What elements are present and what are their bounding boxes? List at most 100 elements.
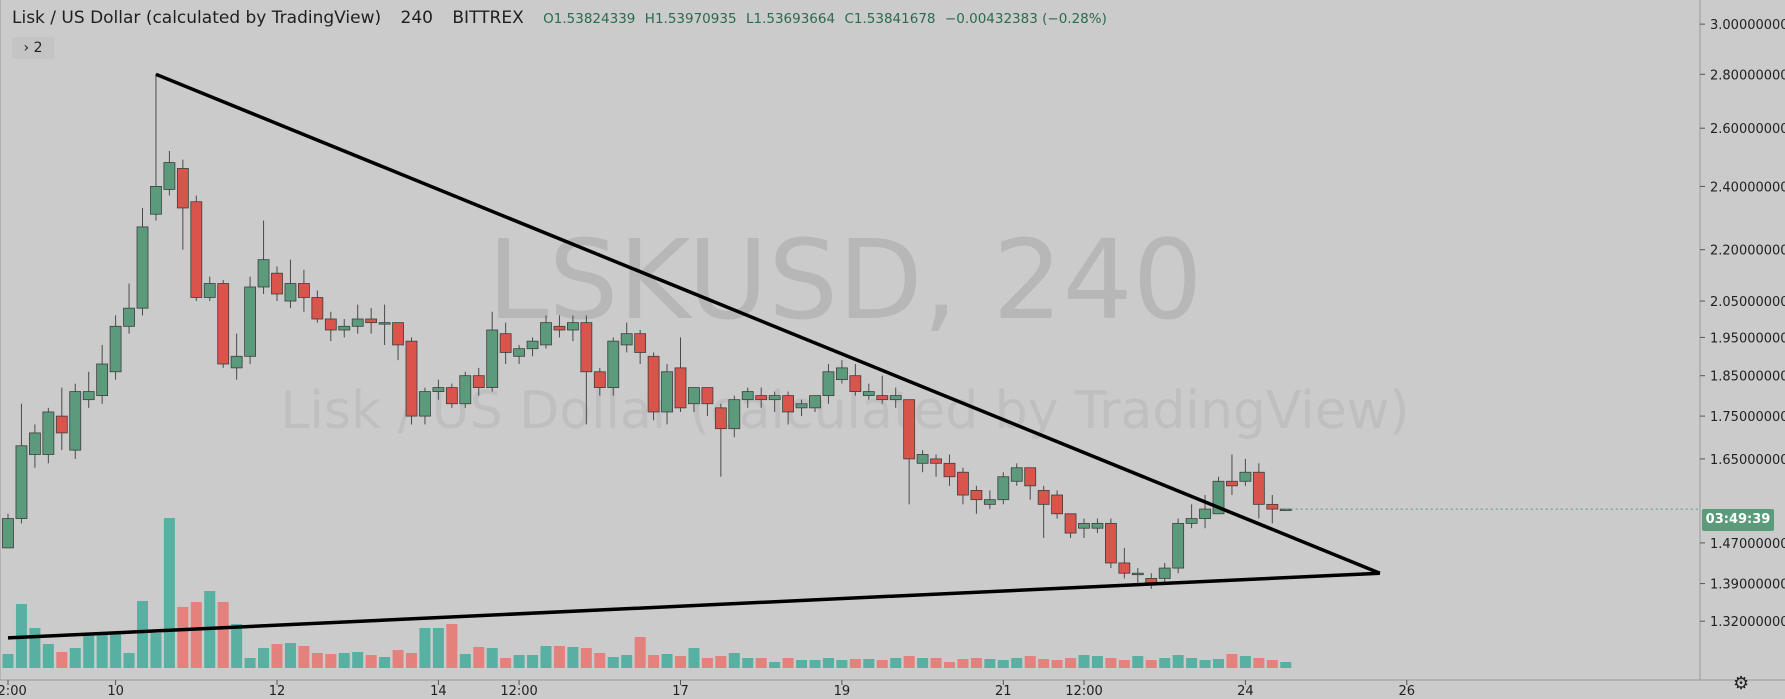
candle-body	[109, 325, 122, 373]
time-axis[interactable]: 12:00 10 12 14 12:00 17 19 21 12:00 24 26	[0, 680, 1415, 699]
trendline	[7, 571, 1380, 640]
candle-body	[943, 462, 956, 478]
candle-body	[28, 432, 41, 455]
volume-bar	[392, 650, 404, 668]
volume-bar	[1118, 660, 1130, 668]
volume-bar	[849, 659, 861, 668]
volume-bar	[258, 648, 270, 668]
price-tick-label: 2.60000000	[1710, 122, 1785, 137]
gear-icon[interactable]: ⚙	[1733, 673, 1750, 694]
time-tick-label: 12:00	[1065, 684, 1102, 699]
volume-bar	[513, 655, 525, 668]
volume-bar	[984, 659, 996, 668]
volume-bar	[244, 658, 256, 668]
volume-bar	[661, 654, 673, 668]
candle-body	[69, 391, 82, 451]
volume-bar	[406, 653, 417, 668]
candle-body	[365, 318, 378, 324]
volume-bar	[997, 660, 1009, 668]
volume-bar	[1226, 654, 1238, 668]
volume-bar	[56, 652, 68, 668]
volume-bar	[836, 660, 848, 668]
volume-bar	[863, 659, 875, 668]
candle-body	[472, 375, 485, 388]
volume-bar	[1213, 659, 1224, 668]
candle-body	[916, 454, 929, 464]
volume-bar	[432, 628, 444, 668]
candle-body	[1037, 490, 1050, 505]
indicators-toggle-button[interactable]: › 2	[12, 37, 54, 59]
volume-bar	[500, 658, 512, 668]
candle-body	[405, 340, 418, 417]
candle-body	[836, 367, 848, 381]
candle-body	[997, 476, 1010, 501]
time-tick-label: 17	[672, 684, 689, 699]
candle-body	[1105, 522, 1117, 564]
volume-bar	[1186, 658, 1198, 668]
price-axis[interactable]: 3.00000000 2.80000000 2.60000000 2.40000000…	[0, 0, 1785, 681]
candle-body	[634, 333, 647, 353]
volume-bar	[486, 648, 498, 668]
candle-body	[553, 325, 566, 331]
volume-bar	[1280, 662, 1292, 668]
candle-body	[1239, 471, 1252, 482]
price-tick-label: 2.80000000	[1710, 68, 1785, 83]
candle-body	[809, 395, 821, 409]
volume-bar	[890, 658, 902, 668]
candle-body	[983, 499, 996, 505]
volume-bar	[903, 656, 915, 668]
candle-body	[1131, 572, 1144, 576]
candle-body	[1199, 508, 1211, 519]
volume-bar	[42, 644, 54, 668]
volume-bar	[473, 647, 485, 668]
trendlines[interactable]	[7, 72, 1700, 640]
candle-body	[822, 371, 835, 397]
candle-body	[217, 283, 230, 365]
change-value: −0.00432383 (−0.28%)	[944, 11, 1107, 27]
candle-body	[176, 168, 189, 209]
candle-body	[297, 283, 310, 298]
candle-body	[930, 458, 942, 464]
candle-body	[1185, 518, 1198, 524]
candle-body	[957, 471, 969, 496]
volume-bar	[930, 658, 942, 668]
volume-bar	[1091, 656, 1103, 668]
candle-body	[567, 322, 579, 331]
volume-bar	[675, 656, 686, 668]
candle-body	[1078, 522, 1090, 529]
candle-body	[862, 391, 875, 397]
candle-body	[674, 367, 687, 409]
volume-bar	[1051, 660, 1063, 668]
volume-bar	[29, 628, 41, 668]
candle-body	[755, 395, 768, 401]
candle-body	[486, 329, 499, 388]
volume-bar	[607, 657, 619, 668]
candle-body	[1158, 567, 1171, 579]
candle-body	[1226, 480, 1238, 487]
low-value: L1.53693664	[745, 11, 836, 27]
interval-label: 240	[400, 8, 433, 28]
candle-body	[607, 340, 620, 388]
price-tick-label: 1.95000000	[1710, 331, 1785, 346]
volume-bar	[553, 646, 565, 668]
volume-bar	[325, 654, 337, 668]
candle-body	[392, 322, 404, 346]
price-tick-label: 2.40000000	[1710, 180, 1785, 195]
volume-bar	[688, 648, 700, 668]
price-tick-label: 1.47000000	[1710, 537, 1785, 552]
exchange-label: BITTREX	[452, 8, 524, 28]
volume-bar	[1078, 655, 1090, 668]
volume-bar	[876, 660, 888, 668]
volume-bar	[338, 653, 350, 668]
candle-body	[230, 355, 243, 369]
candle-body	[728, 399, 741, 430]
candle-body	[849, 375, 862, 392]
price-tick-label: 2.20000000	[1710, 244, 1785, 259]
candle-body	[768, 395, 781, 401]
volume-bar	[782, 658, 794, 668]
candle-body	[970, 490, 983, 501]
volume-bar	[742, 658, 754, 668]
volume-bar	[970, 658, 982, 668]
candle-body	[1064, 513, 1077, 534]
